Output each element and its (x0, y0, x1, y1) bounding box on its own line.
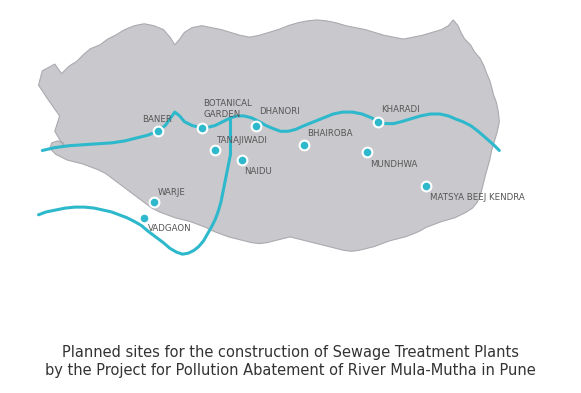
Text: MUNDHWA: MUNDHWA (370, 160, 417, 169)
Text: TANAJIWADI: TANAJIWADI (217, 136, 268, 145)
Text: Planned sites for the construction of Sewage Treatment Plants
by the Project for: Planned sites for the construction of Se… (45, 345, 536, 378)
Text: BHAIROBA: BHAIROBA (307, 129, 353, 138)
Text: KHARADI: KHARADI (381, 105, 420, 114)
Polygon shape (38, 20, 499, 251)
Text: WARJE: WARJE (157, 187, 185, 196)
Text: BANER: BANER (142, 115, 173, 124)
Text: VADGAON: VADGAON (148, 224, 192, 233)
Text: NAIDU: NAIDU (244, 167, 272, 176)
Text: MATSYA BEEJ KENDRA: MATSYA BEEJ KENDRA (430, 193, 525, 202)
Text: DHANORI: DHANORI (259, 107, 300, 116)
Text: BOTANICAL
GARDEN: BOTANICAL GARDEN (203, 99, 252, 119)
